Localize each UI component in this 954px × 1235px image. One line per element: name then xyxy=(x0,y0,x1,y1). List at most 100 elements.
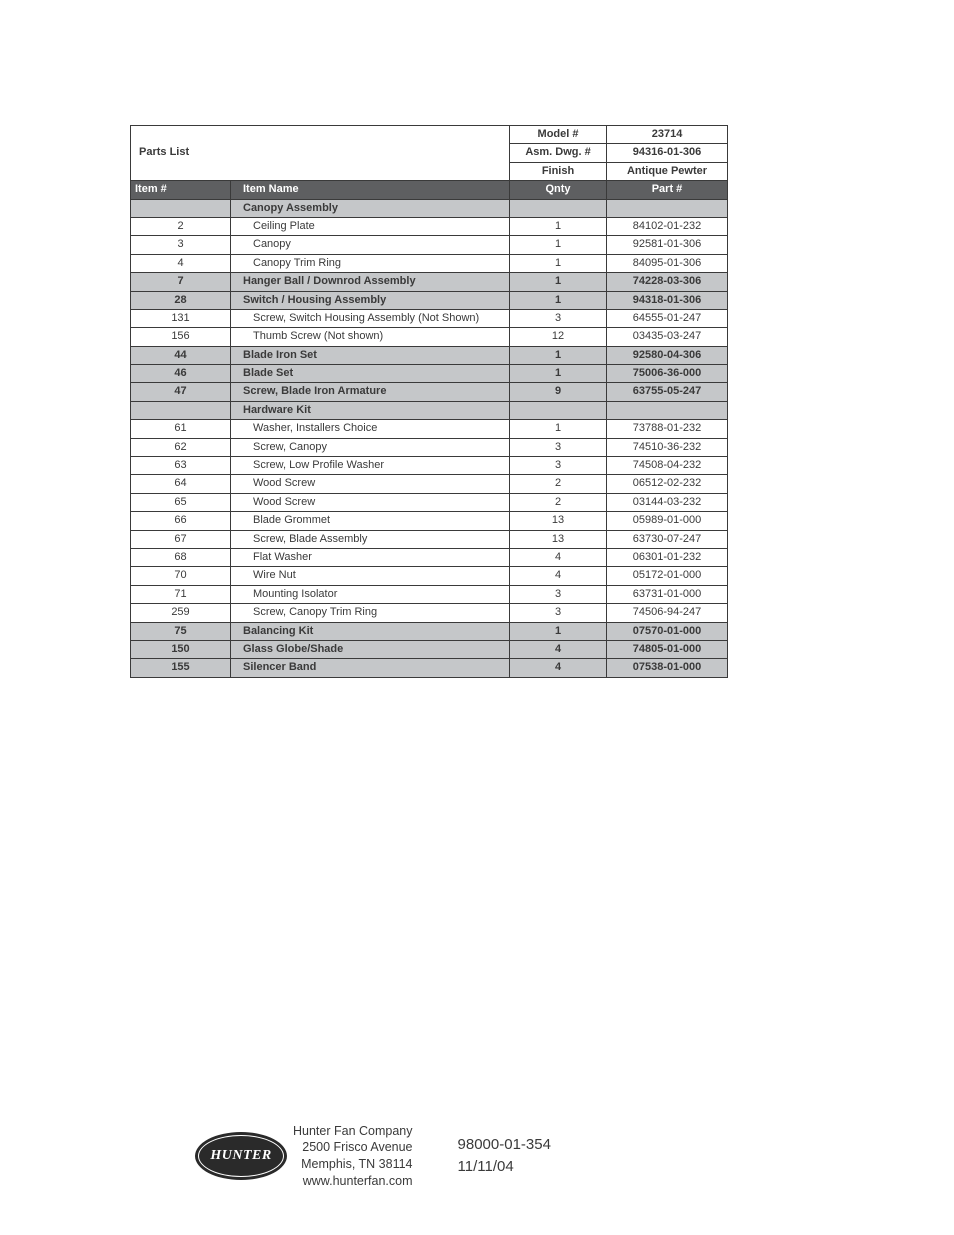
table-body: Canopy Assembly2Ceiling Plate184102-01-2… xyxy=(131,199,728,677)
cell-qnty: 9 xyxy=(510,383,607,401)
cell-name: Hardware Kit xyxy=(231,401,510,419)
col-name-header: Item Name xyxy=(231,181,510,199)
cell-part: 75006-36-000 xyxy=(607,365,728,383)
cell-name: Screw, Canopy xyxy=(231,438,510,456)
cell-item: 64 xyxy=(131,475,231,493)
cell-name: Ceiling Plate xyxy=(231,217,510,235)
table-row: 47Screw, Blade Iron Armature963755-05-24… xyxy=(131,383,728,401)
cell-item: 68 xyxy=(131,548,231,566)
cell-part: 07570-01-000 xyxy=(607,622,728,640)
meta-finish-value: Antique Pewter xyxy=(607,162,728,180)
table-row: 64Wood Screw206512-02-232 xyxy=(131,475,728,493)
cell-qnty: 3 xyxy=(510,457,607,475)
cell-qnty: 13 xyxy=(510,530,607,548)
cell-item: 46 xyxy=(131,365,231,383)
cell-part: 94318-01-306 xyxy=(607,291,728,309)
cell-qnty: 1 xyxy=(510,291,607,309)
table-row: 67Screw, Blade Assembly1363730-07-247 xyxy=(131,530,728,548)
cell-item xyxy=(131,199,231,217)
cell-name: Hanger Ball / Downrod Assembly xyxy=(231,273,510,291)
table-row: 70Wire Nut405172-01-000 xyxy=(131,567,728,585)
cell-name: Screw, Blade Iron Armature xyxy=(231,383,510,401)
cell-qnty: 1 xyxy=(510,273,607,291)
cell-part: 92580-04-306 xyxy=(607,346,728,364)
header-row-1: Parts List Model # 23714 xyxy=(131,126,728,144)
cell-name: Switch / Housing Assembly xyxy=(231,291,510,309)
table-row: Hardware Kit xyxy=(131,401,728,419)
cell-name: Screw, Canopy Trim Ring xyxy=(231,604,510,622)
cell-part: 06301-01-232 xyxy=(607,548,728,566)
cell-name: Silencer Band xyxy=(231,659,510,677)
table-row: 68Flat Washer406301-01-232 xyxy=(131,548,728,566)
meta-model-label: Model # xyxy=(510,126,607,144)
table-row: 156Thumb Screw (Not shown)1203435-03-247 xyxy=(131,328,728,346)
cell-part: 74508-04-232 xyxy=(607,457,728,475)
cell-part xyxy=(607,199,728,217)
column-headers: Item # Item Name Qnty Part # xyxy=(131,181,728,199)
meta-asm-value: 94316-01-306 xyxy=(607,144,728,162)
cell-part: 05989-01-000 xyxy=(607,512,728,530)
cell-part: 63755-05-247 xyxy=(607,383,728,401)
cell-part: 74805-01-000 xyxy=(607,640,728,658)
cell-name: Screw, Low Profile Washer xyxy=(231,457,510,475)
cell-part: 05172-01-000 xyxy=(607,567,728,585)
parts-list-table: Parts List Model # 23714 Asm. Dwg. # 943… xyxy=(130,125,728,678)
cell-item: 44 xyxy=(131,346,231,364)
table-row: 131Screw, Switch Housing Assembly (Not S… xyxy=(131,309,728,327)
cell-name: Blade Grommet xyxy=(231,512,510,530)
cell-item xyxy=(131,401,231,419)
cell-qnty: 3 xyxy=(510,585,607,603)
cell-part: 63731-01-000 xyxy=(607,585,728,603)
cell-qnty: 4 xyxy=(510,567,607,585)
cell-part: 06512-02-232 xyxy=(607,475,728,493)
cell-qnty: 1 xyxy=(510,365,607,383)
cell-name: Wood Screw xyxy=(231,493,510,511)
cell-qnty: 4 xyxy=(510,640,607,658)
cell-item: 75 xyxy=(131,622,231,640)
cell-qnty: 1 xyxy=(510,236,607,254)
table-row: 150Glass Globe/Shade474805-01-000 xyxy=(131,640,728,658)
cell-item: 65 xyxy=(131,493,231,511)
cell-part: 74510-36-232 xyxy=(607,438,728,456)
cell-item: 131 xyxy=(131,309,231,327)
cell-part: 74228-03-306 xyxy=(607,273,728,291)
cell-name: Glass Globe/Shade xyxy=(231,640,510,658)
cell-item: 71 xyxy=(131,585,231,603)
table-row: 71Mounting Isolator363731-01-000 xyxy=(131,585,728,603)
meta-finish-label: Finish xyxy=(510,162,607,180)
cell-name: Flat Washer xyxy=(231,548,510,566)
cell-part: 64555-01-247 xyxy=(607,309,728,327)
cell-name: Blade Iron Set xyxy=(231,346,510,364)
company-line-3: Memphis, TN 38114 xyxy=(293,1156,413,1173)
company-info: Hunter Fan Company 2500 Frisco Avenue Me… xyxy=(293,1123,413,1191)
table-row: 2Ceiling Plate184102-01-232 xyxy=(131,217,728,235)
table-row: 66Blade Grommet1305989-01-000 xyxy=(131,512,728,530)
cell-name: Thumb Screw (Not shown) xyxy=(231,328,510,346)
table-row: 44Blade Iron Set192580-04-306 xyxy=(131,346,728,364)
cell-part: 63730-07-247 xyxy=(607,530,728,548)
table-row: 63Screw, Low Profile Washer374508-04-232 xyxy=(131,457,728,475)
cell-name: Balancing Kit xyxy=(231,622,510,640)
cell-item: 259 xyxy=(131,604,231,622)
cell-name: Canopy Assembly xyxy=(231,199,510,217)
table-row: 259Screw, Canopy Trim Ring374506-94-247 xyxy=(131,604,728,622)
cell-name: Screw, Switch Housing Assembly (Not Show… xyxy=(231,309,510,327)
cell-qnty: 1 xyxy=(510,346,607,364)
cell-item: 155 xyxy=(131,659,231,677)
cell-part: 73788-01-232 xyxy=(607,420,728,438)
cell-qnty: 2 xyxy=(510,493,607,511)
cell-part xyxy=(607,401,728,419)
cell-qnty: 13 xyxy=(510,512,607,530)
doc-number: 98000-01-354 xyxy=(458,1134,551,1157)
cell-qnty: 12 xyxy=(510,328,607,346)
cell-item: 47 xyxy=(131,383,231,401)
cell-item: 62 xyxy=(131,438,231,456)
col-item-header: Item # xyxy=(131,181,231,199)
meta-asm-label: Asm. Dwg. # xyxy=(510,144,607,162)
table-row: 62Screw, Canopy374510-36-232 xyxy=(131,438,728,456)
cell-item: 67 xyxy=(131,530,231,548)
table-row: 7Hanger Ball / Downrod Assembly174228-03… xyxy=(131,273,728,291)
cell-name: Blade Set xyxy=(231,365,510,383)
table-row: 28Switch / Housing Assembly194318-01-306 xyxy=(131,291,728,309)
cell-item: 28 xyxy=(131,291,231,309)
